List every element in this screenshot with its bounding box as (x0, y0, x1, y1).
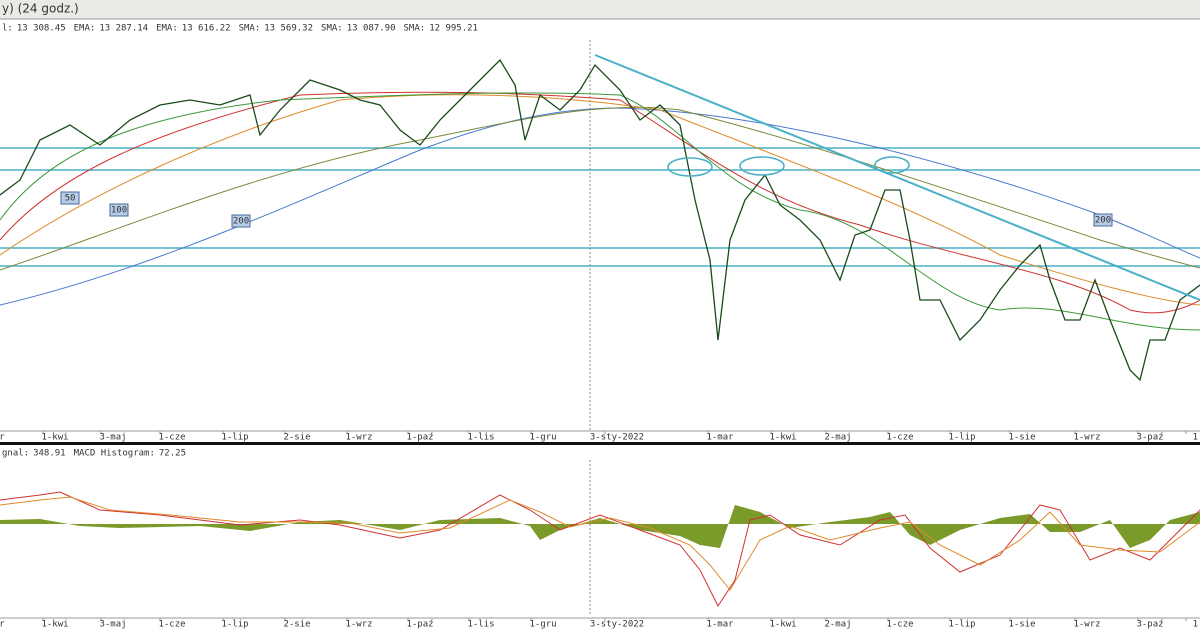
x-tick-label: 1-kwi (769, 433, 796, 443)
x-tick-label: 3-maj (99, 620, 126, 630)
indicator-legend: l: 13 308.45 EMA: 13 287.14 EMA: 13 616.22 SMA… (2, 24, 478, 34)
legend-label: EMA: (156, 24, 178, 34)
x-tick-label: 1-mar (706, 620, 734, 630)
x-tick-label: 1-gru (529, 433, 556, 443)
x-tick-label: 1-cze (158, 620, 185, 630)
macd-legend: gnal: 348.91 MACD Histogram: 72.25 (2, 449, 186, 459)
ma-label: 100 (111, 206, 127, 216)
x-tick-label: 1-lip (221, 620, 248, 630)
x-tick-label: 1-wrz (345, 433, 372, 443)
x-tick-label: 1-wrz (345, 620, 372, 630)
x-tick-label: 1-lis (467, 620, 494, 630)
ma-label: 200 (233, 217, 249, 227)
x-tick-label: 1-paź (406, 620, 433, 630)
legend-label: SMA: (321, 24, 343, 34)
x-tick-label: 1-cze (158, 433, 185, 443)
x-tick-label: 1-cze (886, 433, 913, 443)
legend-value: 13 569.32 (264, 24, 313, 34)
legend-value: 13 616.22 (182, 24, 231, 34)
legend-value: 12 995.21 (429, 24, 478, 34)
legend-label: l: (2, 24, 13, 34)
window-title: y) (24 godz.) (2, 2, 79, 16)
ma-label-box (109, 203, 129, 217)
x-tick-label: 1-gru (529, 620, 556, 630)
x-tick-label: 1-lip (948, 620, 975, 630)
x-tick-label: r (0, 620, 5, 630)
legend-value: 13 287.14 (99, 24, 148, 34)
x-axis-bottom: r 1-kwi 3-maj 1-cze 1-lip 2-sie 1-wrz 1-paź 1-li… (0, 617, 1200, 630)
x-tick-label: 1-wrz (1073, 620, 1100, 630)
moving-averages (0, 91, 1200, 331)
x-tick-label: 3-sty-2022 (590, 433, 644, 443)
x-tick-label: 1-cze (886, 620, 913, 630)
x-tick-label: 3-sty-2022 (590, 620, 644, 630)
trend-line (594, 54, 1200, 301)
legend-value: 13 308.45 (17, 24, 66, 34)
macd-legend-value: 348.91 (33, 449, 66, 459)
legend-label: SMA: (404, 24, 426, 34)
x-tick-label: 2-sie (283, 433, 310, 443)
x-axis-top: r 1-kwi 3-maj 1-cze 1-lip 2-sie 1-wrz 1-paź 1-li… (0, 430, 1200, 443)
x-tick-label: 2-sie (283, 620, 310, 630)
legend-label: EMA: (74, 24, 96, 34)
x-tick-label: 1-sie (1008, 433, 1035, 443)
x-tick-label: 1 (1193, 620, 1198, 630)
panel-separator (0, 442, 1200, 445)
price-line (0, 58, 1200, 382)
title-bar (0, 0, 1200, 19)
x-tick-label: 2-maj (824, 433, 851, 443)
legend-label: SMA: (239, 24, 261, 34)
ma-label-box (60, 191, 80, 205)
x-tick-label: 2-maj (824, 620, 851, 630)
x-tick-label: 1-mar (706, 433, 734, 443)
x-tick-label: 3-paź (1136, 620, 1163, 630)
x-tick-label: 3-paź (1136, 433, 1163, 443)
horizontal-levels (0, 147, 1200, 267)
x-tick-label: 3-maj (99, 433, 126, 443)
ma-label: 200 (1095, 216, 1111, 226)
ma-label: 50 (65, 194, 76, 204)
x-tick-label: 1-wrz (1073, 433, 1100, 443)
ma-label-box (231, 214, 251, 228)
macd-legend-label: MACD Histogram: (74, 449, 155, 459)
x-tick-label: r (0, 433, 5, 443)
legend-value: 13 087.90 (347, 24, 396, 34)
x-tick-label: 1-kwi (41, 433, 68, 443)
x-tick-label: 1-lis (467, 433, 494, 443)
macd-lines (0, 491, 1200, 608)
ma-labels: 50 100 200 200 (60, 191, 1113, 228)
x-tick-label: 1-kwi (41, 620, 68, 630)
macd-histogram (0, 505, 1200, 548)
highlight-ellipses (667, 156, 910, 177)
x-tick-label: 1-sie (1008, 620, 1035, 630)
x-tick-label: 1-kwi (769, 620, 796, 630)
x-tick-label: 1-paź (406, 433, 433, 443)
x-tick-label: 1 (1193, 433, 1198, 443)
macd-legend-label: gnal: (2, 449, 29, 459)
x-tick-label: 1-lip (948, 433, 975, 443)
x-tick-label: 1-lip (221, 433, 248, 443)
ma-label-box (1093, 213, 1113, 227)
macd-legend-value: 72.25 (159, 449, 186, 459)
